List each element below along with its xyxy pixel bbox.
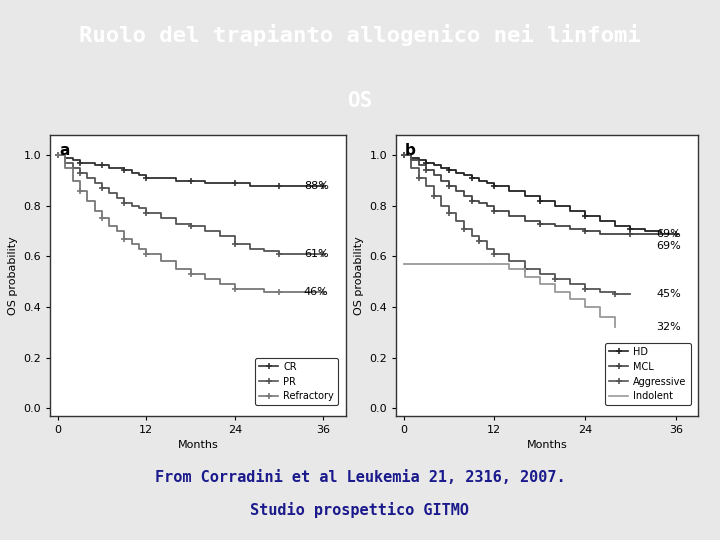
Text: 69%: 69% — [656, 241, 681, 251]
Text: OS: OS — [347, 91, 373, 111]
X-axis label: Months: Months — [527, 441, 567, 450]
Text: From Corradini et al Leukemia 21, 2316, 2007.: From Corradini et al Leukemia 21, 2316, … — [155, 470, 565, 485]
Text: 69%: 69% — [656, 228, 681, 239]
X-axis label: Months: Months — [178, 441, 218, 450]
Text: a: a — [59, 144, 70, 158]
Text: Studio prospettico GITMO: Studio prospettico GITMO — [251, 502, 469, 518]
Text: 61%: 61% — [304, 249, 328, 259]
Text: 32%: 32% — [656, 322, 681, 332]
Text: Ruolo del trapianto allogenico nei linfomi: Ruolo del trapianto allogenico nei linfo… — [79, 24, 641, 46]
Text: 46%: 46% — [304, 287, 328, 297]
Y-axis label: OS probability: OS probability — [354, 236, 364, 315]
Text: 88%: 88% — [304, 180, 328, 191]
Text: 45%: 45% — [656, 289, 681, 299]
Y-axis label: OS probability: OS probability — [8, 236, 18, 315]
Legend: HD, MCL, Aggressive, Indolent: HD, MCL, Aggressive, Indolent — [605, 343, 690, 406]
Text: b: b — [405, 144, 416, 158]
Legend: CR, PR, Refractory: CR, PR, Refractory — [255, 358, 338, 406]
